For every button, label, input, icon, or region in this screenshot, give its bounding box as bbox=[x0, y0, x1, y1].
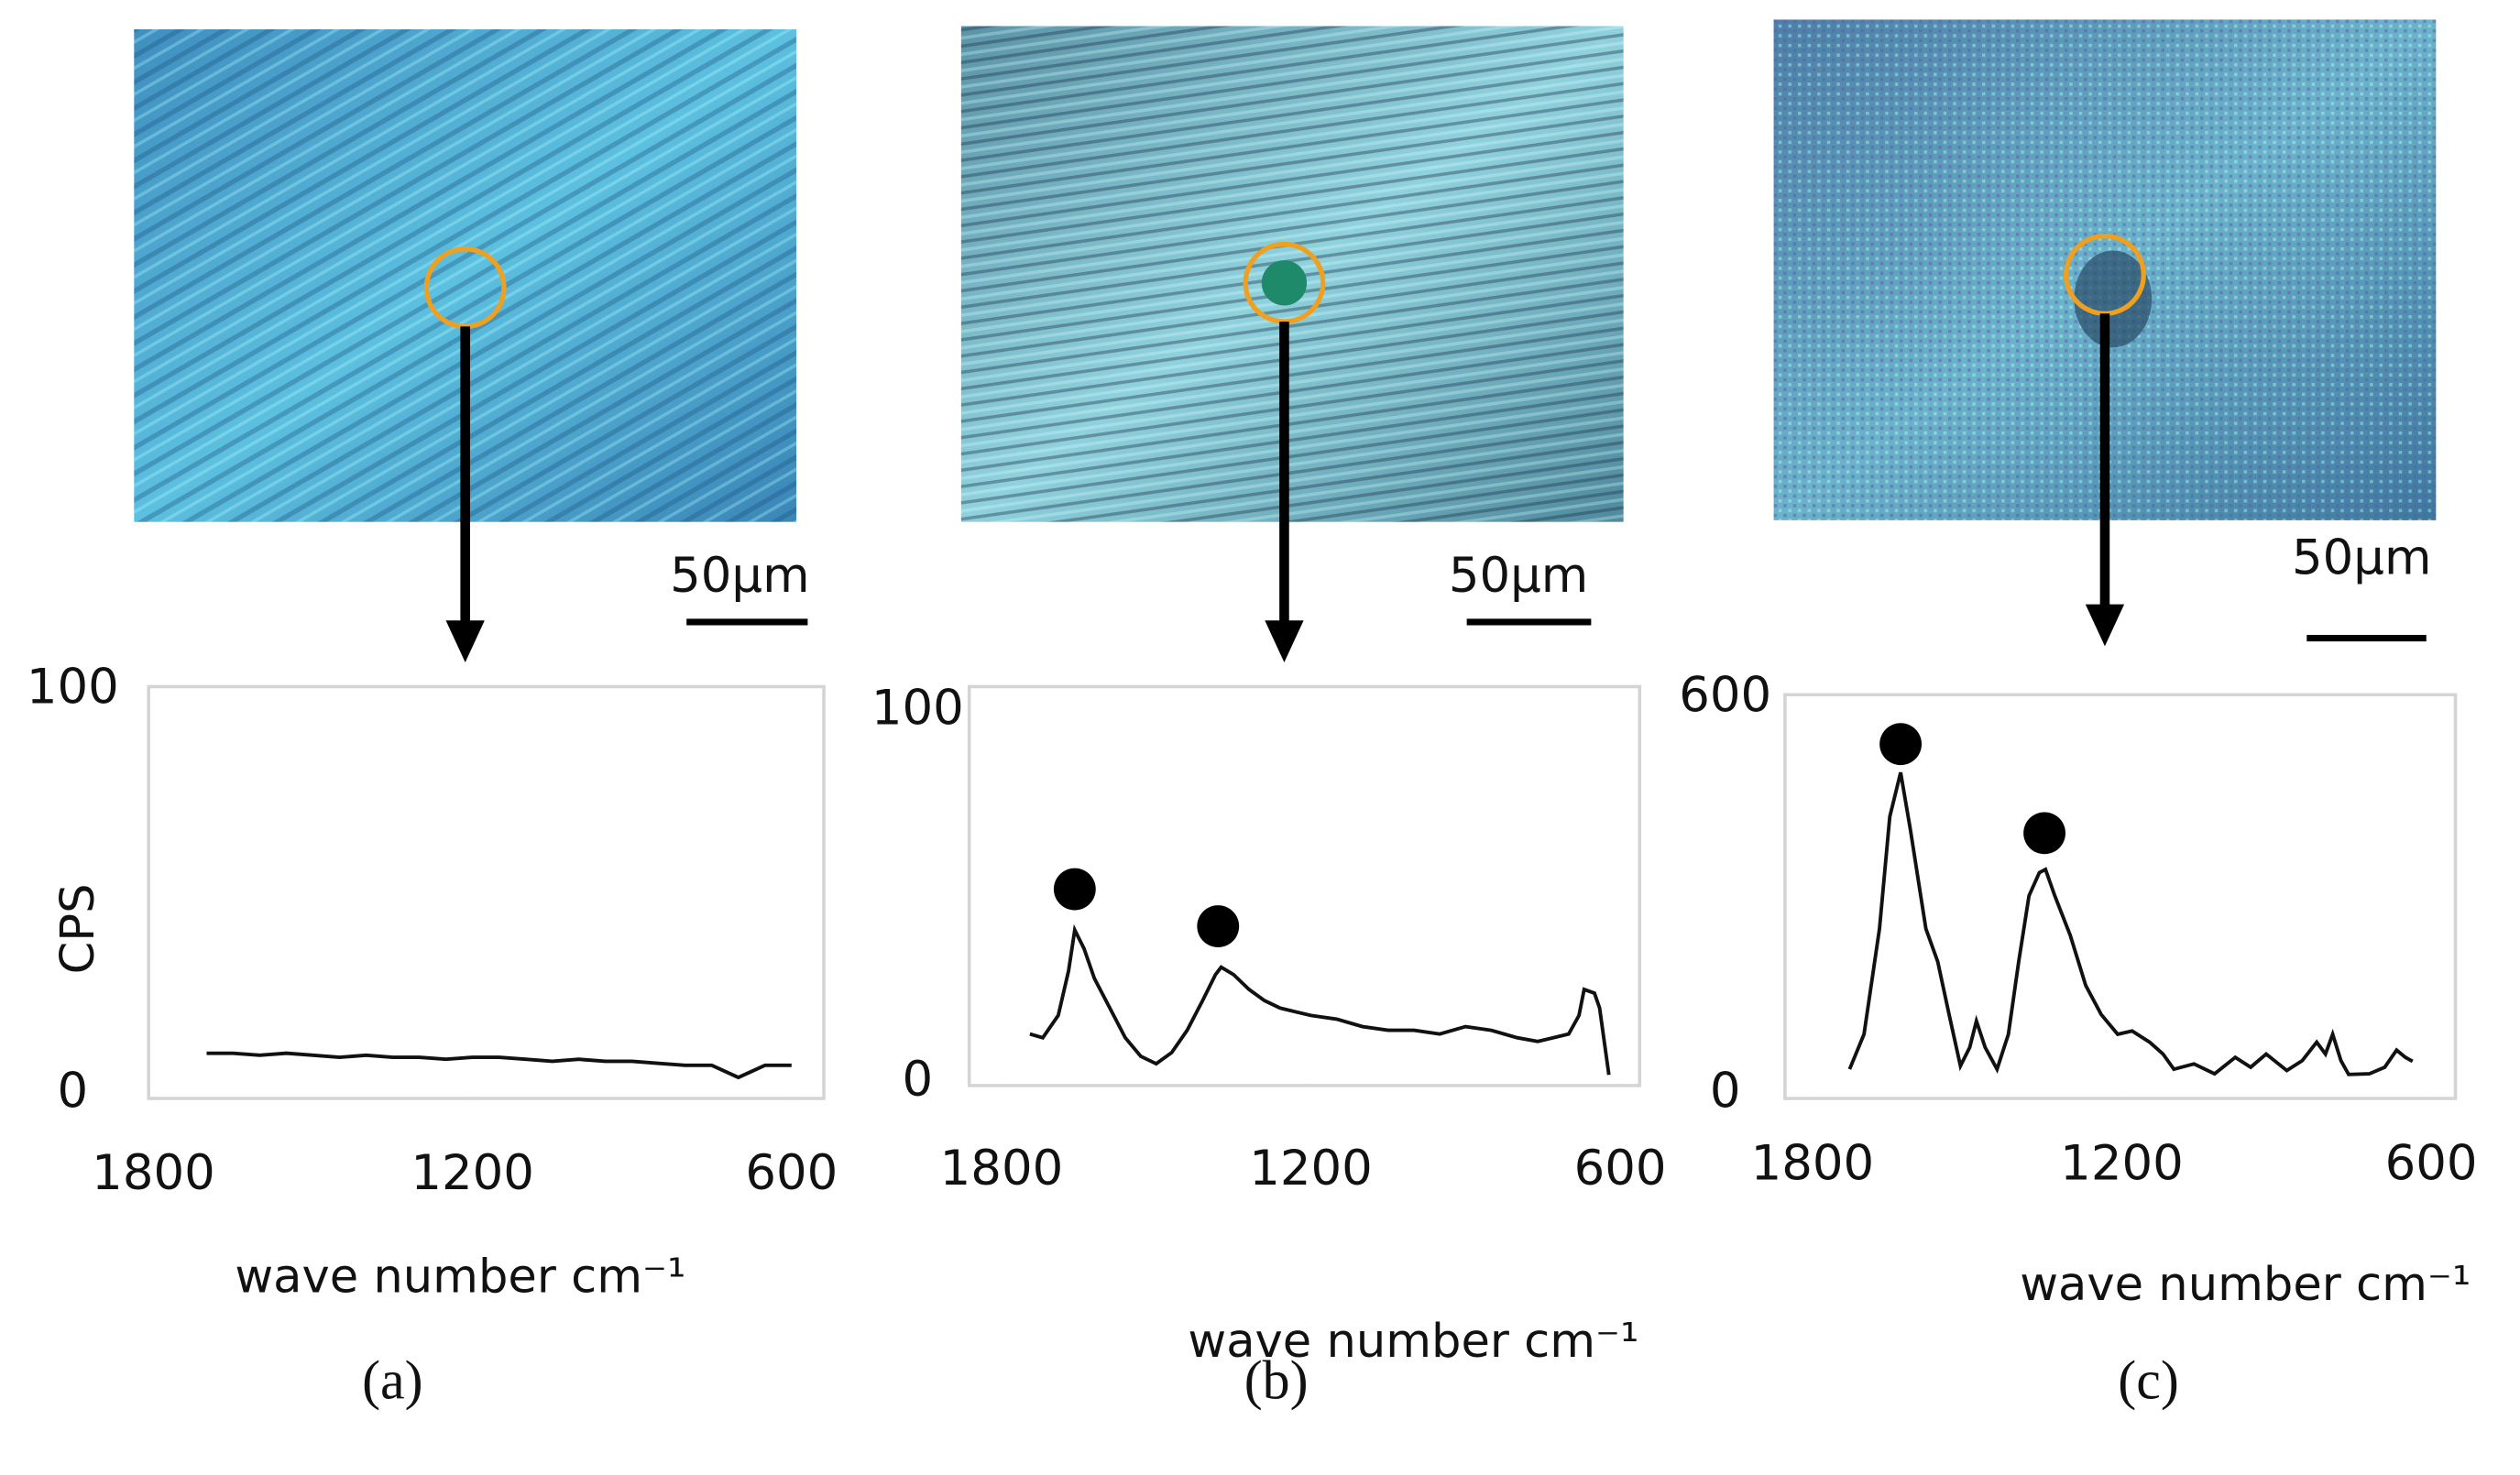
plot-frame bbox=[147, 684, 826, 1100]
x-axis-label: wave number cm⁻¹ bbox=[1188, 1315, 1638, 1369]
panel-label: (a) bbox=[362, 1350, 423, 1411]
arrow-head bbox=[445, 620, 485, 663]
peak-marker bbox=[1879, 723, 1923, 766]
arrow-head bbox=[2085, 604, 2125, 647]
x-tick-label: 600 bbox=[2385, 1136, 2478, 1192]
x-tick-label: 1800 bbox=[1751, 1136, 1875, 1192]
micrograph-b bbox=[960, 26, 1624, 522]
y-tick-label: 100 bbox=[27, 660, 119, 716]
x-tick-label: 1200 bbox=[1249, 1141, 1373, 1196]
scale-bar-label: 50µm bbox=[670, 548, 809, 604]
arrow-head bbox=[1265, 620, 1304, 663]
scale-bar-label: 50µm bbox=[2292, 530, 2431, 586]
x-tick-label: 600 bbox=[1574, 1141, 1667, 1196]
panel-label: (c) bbox=[2118, 1350, 2179, 1411]
x-axis-label: wave number cm⁻¹ bbox=[2020, 1258, 2471, 1312]
peak-marker bbox=[1053, 868, 1096, 911]
panel-label: (b) bbox=[1244, 1350, 1309, 1411]
peak-marker bbox=[2023, 812, 2065, 855]
x-axis-label: wave number cm⁻¹ bbox=[235, 1250, 685, 1304]
y-tick-label: 0 bbox=[57, 1063, 88, 1119]
micrograph-a bbox=[134, 29, 797, 522]
y-tick-label: 600 bbox=[1679, 667, 1771, 723]
x-tick-label: 600 bbox=[745, 1145, 838, 1201]
plot-frame bbox=[1783, 693, 2458, 1100]
spectrum-line bbox=[206, 1051, 792, 1080]
scale-bar-label: 50µm bbox=[1449, 548, 1588, 604]
y-tick-label: 0 bbox=[902, 1052, 933, 1108]
spectrum-line bbox=[1029, 923, 1611, 1076]
y-tick-label: 0 bbox=[1710, 1063, 1741, 1119]
x-tick-label: 1200 bbox=[411, 1145, 534, 1201]
peak-marker bbox=[1197, 905, 1240, 947]
y-axis-label: CPS bbox=[51, 883, 105, 974]
x-tick-label: 1800 bbox=[940, 1141, 1064, 1196]
spectrum-line bbox=[1847, 771, 2414, 1076]
x-tick-label: 1200 bbox=[2060, 1136, 2184, 1192]
y-tick-label: 100 bbox=[871, 681, 964, 737]
x-tick-label: 1800 bbox=[92, 1145, 215, 1201]
plot-frame bbox=[967, 684, 1642, 1087]
